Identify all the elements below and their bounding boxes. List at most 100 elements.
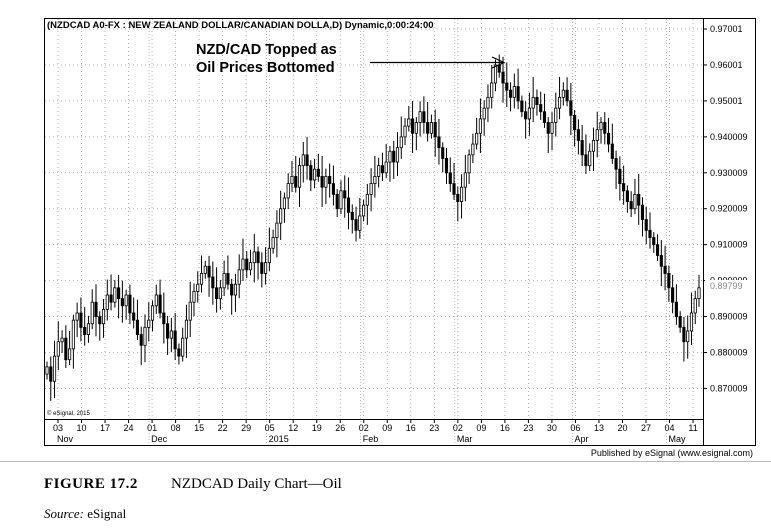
candle — [426, 102, 430, 142]
annotation-line: Oil Prices Bottomed — [196, 60, 335, 76]
annotation-arrow — [370, 56, 506, 69]
x-tick-label: 16 — [500, 423, 510, 433]
candle — [392, 140, 396, 179]
x-tick-label: 12 — [288, 423, 298, 433]
month-label: Feb — [363, 434, 379, 444]
candle — [169, 318, 173, 353]
candle — [686, 315, 690, 359]
x-tick-label: 16 — [406, 423, 416, 433]
last-price-label: 0.89799 — [710, 281, 743, 291]
y-tick-label: 0.940009 — [710, 132, 748, 142]
candle — [218, 279, 222, 310]
candle — [90, 289, 94, 330]
published-by-label: Published by eSignal (www.esignal.com) — [591, 448, 753, 458]
candle — [625, 185, 629, 213]
candle — [580, 125, 584, 166]
figure-source: Source: eSignal — [44, 506, 126, 522]
candle — [128, 284, 132, 325]
candle — [565, 77, 569, 107]
candle — [192, 283, 196, 317]
candle — [139, 326, 143, 366]
candle — [369, 168, 373, 212]
candle — [215, 267, 219, 313]
candle — [94, 284, 98, 337]
candle — [516, 68, 520, 110]
candle — [573, 109, 577, 147]
figure-label: FIGURE 17.2 — [44, 476, 138, 492]
candle — [339, 180, 343, 215]
candle — [196, 271, 200, 303]
candle — [230, 278, 234, 315]
candle — [505, 62, 509, 108]
candle — [290, 160, 294, 192]
candle — [109, 274, 113, 311]
candle — [301, 141, 305, 183]
candle — [478, 98, 482, 154]
figure-title: NZDCAD Daily Chart—Oil — [171, 476, 342, 492]
candle — [256, 246, 260, 280]
gridlines — [45, 19, 703, 445]
candle — [655, 234, 660, 261]
candle — [260, 252, 264, 288]
x-tick-label: 08 — [171, 423, 181, 433]
candle — [640, 197, 645, 237]
x-tick-label: 03 — [53, 423, 63, 433]
x-tick-label: 23 — [523, 423, 533, 433]
candle — [693, 290, 697, 325]
candle — [52, 340, 57, 399]
candle — [252, 233, 256, 283]
candle — [120, 280, 124, 323]
candle — [437, 118, 441, 165]
candle — [233, 273, 238, 312]
candle — [384, 144, 388, 179]
candle — [143, 314, 147, 363]
candle — [550, 112, 554, 151]
candle — [603, 112, 607, 145]
candle — [132, 297, 136, 329]
candle — [181, 327, 185, 362]
candle — [279, 190, 283, 241]
candle — [667, 265, 671, 302]
candle — [331, 165, 335, 206]
candle — [245, 251, 249, 279]
candle — [75, 302, 79, 338]
candle — [674, 284, 678, 325]
candle — [501, 56, 505, 103]
candle — [377, 157, 381, 188]
candle — [324, 168, 328, 205]
candle — [557, 76, 562, 120]
y-tick-label: 0.930009 — [710, 168, 748, 178]
candle — [271, 229, 275, 254]
candle — [282, 192, 287, 223]
y-tick-label: 0.96001 — [710, 60, 743, 70]
x-tick-label: 05 — [265, 423, 275, 433]
candle — [531, 76, 535, 123]
candle — [629, 191, 633, 218]
candle — [524, 101, 528, 139]
candle — [71, 314, 75, 369]
candle — [147, 302, 151, 342]
candle — [535, 89, 539, 116]
candle — [490, 65, 494, 109]
candle — [546, 117, 550, 154]
candle — [297, 157, 302, 207]
candle — [467, 149, 471, 184]
source-value: eSignal — [87, 506, 127, 521]
y-tick-label: 0.870009 — [710, 383, 748, 393]
x-tick-label: 11 — [688, 423, 697, 433]
candle — [388, 145, 392, 182]
month-label: Apr — [574, 434, 588, 444]
x-tick-label: 09 — [476, 423, 486, 433]
candle — [554, 92, 558, 137]
price-axis-frame — [703, 18, 756, 446]
x-tick-label: 04 — [665, 423, 675, 433]
x-tick-label: 22 — [218, 423, 228, 433]
annotation-line: NZD/CAD Topped as — [196, 42, 337, 58]
candle — [343, 175, 347, 218]
candle — [591, 127, 596, 172]
candle — [211, 261, 215, 305]
candle — [678, 311, 682, 333]
candle — [407, 105, 411, 132]
x-axis-month-labels: Nov Dec 2015 Feb Mar Apr May — [57, 434, 686, 444]
candle — [166, 315, 170, 356]
